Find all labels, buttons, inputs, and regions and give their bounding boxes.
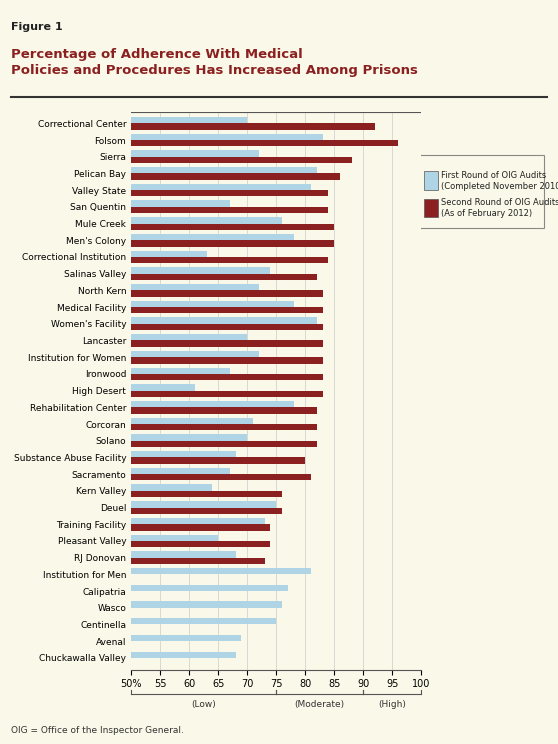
Bar <box>131 585 288 591</box>
Bar <box>131 507 282 514</box>
Text: (Low): (Low) <box>191 700 216 709</box>
Bar <box>131 551 235 558</box>
Bar <box>131 351 259 357</box>
Bar <box>131 341 323 347</box>
Bar <box>131 558 264 564</box>
Bar <box>131 284 259 290</box>
Bar <box>131 190 329 196</box>
Bar <box>131 257 329 263</box>
Text: (Moderate): (Moderate) <box>295 700 345 709</box>
Bar <box>131 568 311 574</box>
Bar <box>131 301 294 307</box>
Bar <box>131 541 271 548</box>
Bar <box>131 140 398 147</box>
Bar <box>131 391 323 397</box>
Bar <box>131 274 317 280</box>
Bar <box>131 307 323 313</box>
Bar <box>131 251 206 257</box>
Bar <box>131 525 271 530</box>
Bar <box>131 424 317 430</box>
Bar <box>131 207 329 214</box>
Bar <box>131 134 323 140</box>
Bar <box>131 200 230 207</box>
Text: Figure 1: Figure 1 <box>11 22 63 32</box>
Bar <box>131 290 323 297</box>
Text: (High): (High) <box>378 700 406 709</box>
Bar <box>131 501 276 507</box>
Bar <box>131 157 352 163</box>
Bar <box>131 167 317 173</box>
Bar <box>131 635 242 641</box>
Bar <box>131 434 247 440</box>
Bar <box>131 334 247 341</box>
Bar <box>131 440 317 447</box>
Bar <box>131 407 317 414</box>
Bar <box>131 601 282 608</box>
Bar <box>131 491 282 497</box>
Text: OIG = Office of the Inspector General.: OIG = Office of the Inspector General. <box>11 726 184 735</box>
Bar <box>131 474 311 481</box>
Text: First Round of OIG Audits
(Completed November 2010): First Round of OIG Audits (Completed Nov… <box>441 170 558 191</box>
Bar <box>131 468 230 474</box>
Bar <box>131 535 218 541</box>
Text: Percentage of Adherence With Medical
Policies and Procedures Has Increased Among: Percentage of Adherence With Medical Pol… <box>11 48 418 77</box>
Bar <box>131 324 323 330</box>
Bar <box>131 267 271 274</box>
Text: Second Round of OIG Audits
(As of February 2012): Second Round of OIG Audits (As of Februa… <box>441 198 558 219</box>
Bar <box>131 401 294 407</box>
Bar <box>131 240 334 246</box>
Bar <box>131 417 253 424</box>
Bar <box>131 374 323 380</box>
Bar <box>131 652 235 658</box>
Bar <box>131 124 375 129</box>
Bar <box>131 368 230 374</box>
Bar <box>131 384 195 391</box>
Bar <box>131 117 247 124</box>
Bar <box>131 184 311 190</box>
Bar <box>131 618 276 624</box>
Bar <box>131 458 305 464</box>
Bar <box>131 318 317 324</box>
Bar <box>131 357 323 364</box>
Bar <box>131 223 334 230</box>
Bar <box>131 217 282 223</box>
Bar <box>131 234 294 240</box>
Bar <box>131 518 264 525</box>
Bar <box>131 451 235 458</box>
Bar <box>131 173 340 180</box>
Bar <box>131 150 259 157</box>
Bar <box>131 484 213 491</box>
